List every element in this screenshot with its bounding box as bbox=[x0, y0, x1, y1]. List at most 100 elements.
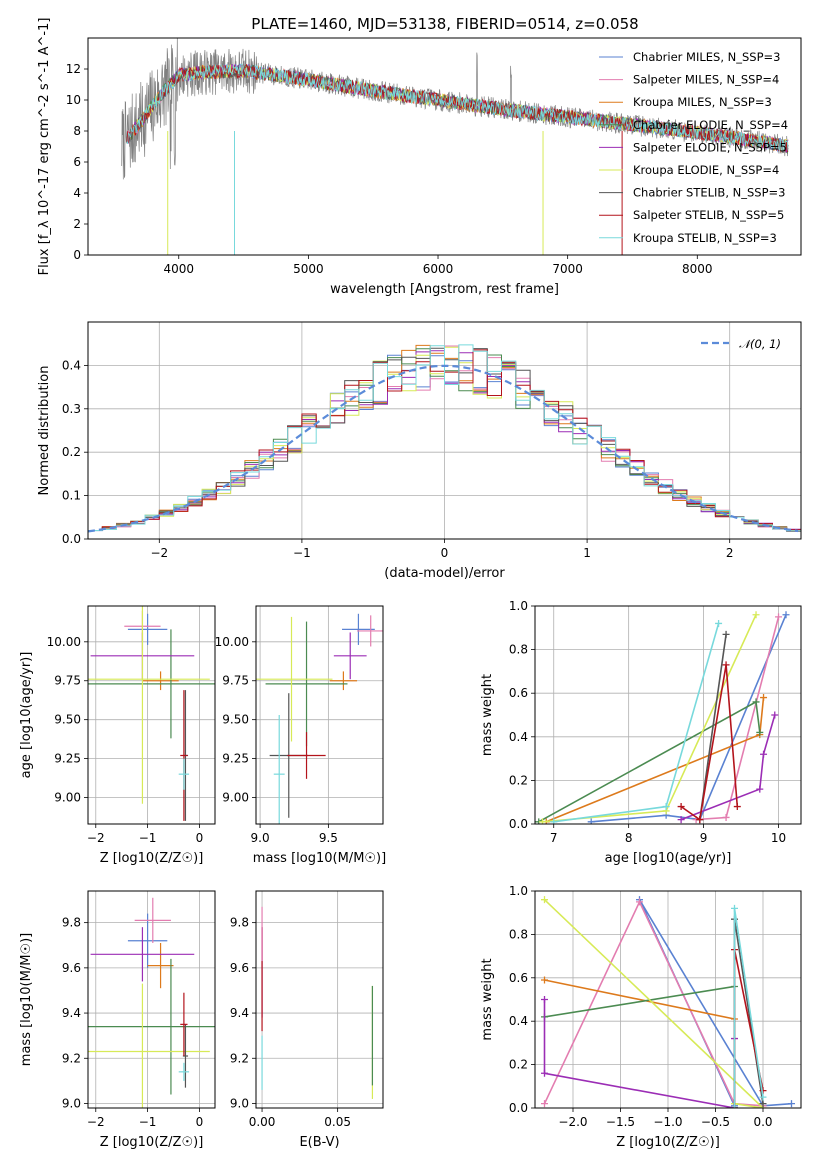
weight-marker bbox=[752, 611, 760, 619]
x-tick-label: −2 bbox=[87, 1115, 105, 1129]
weight-line bbox=[680, 664, 739, 821]
weight-marker bbox=[771, 711, 779, 719]
weight-line bbox=[699, 634, 727, 820]
errorbar-point-chab-elod bbox=[88, 958, 215, 1095]
weight-marker bbox=[775, 613, 783, 621]
weight-series-krou-stel bbox=[731, 904, 767, 1108]
x-tick-label: −1 bbox=[139, 1115, 157, 1129]
errorbar-point-krou-elod bbox=[88, 983, 210, 1108]
weight-marker bbox=[782, 611, 790, 619]
y-tick-label: 9.25 bbox=[54, 752, 81, 766]
x-axis-label: mass [log10(M/M☉)] bbox=[253, 851, 386, 866]
errorbar-point-salp-stel bbox=[180, 690, 188, 821]
age-vs-metallicity-panel: −2 −1 0 9.00 9.25 9.50 9.75 10.00 Z [log10(Z/Z☉)… bbox=[19, 605, 216, 866]
weight-marker bbox=[541, 1100, 548, 1108]
x-axis-label: age [log10(age/yr)] bbox=[605, 851, 732, 866]
y-tick-label: 9.4 bbox=[230, 1006, 249, 1020]
y-tick-label: 9.2 bbox=[230, 1051, 249, 1065]
x-tick-label: −1 bbox=[293, 546, 311, 560]
y-tick-label: 1.0 bbox=[509, 884, 528, 898]
weight-marker bbox=[731, 904, 738, 912]
errorbar-point-krou-miles bbox=[329, 671, 358, 691]
legend-label: Salpeter MILES, N_SSP=4 bbox=[633, 73, 779, 87]
x-tick-label: −0.5 bbox=[701, 1115, 730, 1129]
x-tick-label: 0 bbox=[196, 1115, 204, 1129]
x-axis-label: (data-model)/error bbox=[384, 566, 505, 581]
legend-label: Chabrier STELIB, N_SSP=3 bbox=[633, 186, 785, 200]
weight-marker bbox=[733, 803, 741, 811]
weight-marker bbox=[696, 816, 704, 824]
x-tick-label: 0.00 bbox=[249, 1115, 276, 1129]
weight-marker bbox=[677, 803, 685, 811]
x-tick-label: 0.05 bbox=[324, 1115, 351, 1129]
y-tick-label: 4 bbox=[73, 186, 81, 200]
x-tick-label: −1.0 bbox=[653, 1115, 682, 1129]
plot-area bbox=[121, 38, 789, 255]
x-axis-label: E(B-V) bbox=[299, 1135, 339, 1150]
weight-marker bbox=[538, 818, 546, 824]
y-tick-label: 9.8 bbox=[230, 916, 249, 930]
legend-label: Kroupa ELODIE, N_SSP=4 bbox=[633, 163, 779, 177]
weight-marker bbox=[550, 818, 558, 824]
weight-vs-metallicity-panel: −2.0 −1.5 −1.0 −0.5 0.0 0.0 0.2 0.4 0.6 0.8 1.0 Z [… bbox=[480, 884, 802, 1150]
y-tick-label: 9.4 bbox=[62, 1006, 81, 1020]
weight-marker bbox=[541, 996, 548, 1003]
x-tick-label: 6000 bbox=[423, 262, 454, 276]
legend-label: Kroupa STELIB, N_SSP=3 bbox=[633, 231, 777, 245]
x-tick-label: 9.0 bbox=[251, 831, 270, 845]
y-tick-label: 0.3 bbox=[62, 402, 81, 416]
x-tick-label: −1.5 bbox=[606, 1115, 635, 1129]
weight-marker bbox=[677, 816, 685, 824]
weight-marker bbox=[752, 698, 760, 706]
y-tick-label: 9.2 bbox=[62, 1051, 81, 1065]
weight-line bbox=[680, 714, 776, 821]
x-tick-label: 0 bbox=[441, 546, 449, 560]
weight-marker bbox=[756, 728, 764, 736]
model-spectrum-salp-stel bbox=[126, 64, 789, 153]
errorbar-point-krou-elod bbox=[256, 616, 333, 742]
weight-marker bbox=[541, 1069, 548, 1077]
axes-frame bbox=[534, 890, 802, 1109]
weight-series-chab-stel bbox=[696, 630, 730, 824]
y-axis-label: Flux [f_λ 10^-17 erg cm^-2 s^-1 A^-1] bbox=[37, 18, 52, 276]
weight-series-salp-elod bbox=[677, 711, 779, 824]
axes-frame bbox=[87, 37, 802, 256]
y-tick-label: 0.2 bbox=[509, 773, 528, 787]
weight-marker bbox=[722, 661, 730, 669]
x-axis-label: wavelength [Angstrom, rest frame] bbox=[330, 282, 559, 297]
x-axis-label: Z [log10(Z/Z☉)] bbox=[616, 1135, 720, 1150]
weight-marker bbox=[759, 1093, 767, 1101]
y-tick-label: 0.4 bbox=[509, 730, 528, 744]
errorbar-point-chab-miles bbox=[127, 913, 168, 968]
y-tick-label: 9.25 bbox=[222, 752, 249, 766]
y-tick-label: 10 bbox=[66, 93, 81, 107]
y-tick-label: 8 bbox=[73, 124, 81, 138]
y-tick-label: 10.00 bbox=[47, 635, 81, 649]
legend-label: Salpeter ELODIE, N_SSP=5 bbox=[633, 140, 787, 154]
weight-series-salp-stel bbox=[677, 661, 741, 824]
residual-histogram-panel: −2 −1 0 1 2 0.0 0.1 0.2 0.3 0.4 (data-model)/error… bbox=[37, 321, 802, 581]
weight-marker bbox=[788, 1100, 795, 1108]
errorbar-point-chab-elod bbox=[265, 621, 348, 747]
x-tick-label: −2.0 bbox=[558, 1115, 587, 1129]
weight-line bbox=[553, 623, 720, 823]
plot-area bbox=[535, 611, 790, 824]
y-tick-label: 9.6 bbox=[62, 961, 81, 975]
y-tick-label: 0.8 bbox=[509, 927, 528, 941]
normal-reference-curve bbox=[88, 364, 799, 533]
weight-line bbox=[543, 899, 765, 1108]
errorbar-point-chab-elod bbox=[88, 629, 215, 739]
errorbar-point-salp-elod bbox=[90, 927, 195, 982]
y-tick-label: 9.50 bbox=[54, 713, 81, 727]
spectrum-panel: 4000 5000 6000 7000 8000 0 2 4 6 8 10 12 wavelength … bbox=[37, 18, 802, 297]
y-tick-label: 0.8 bbox=[509, 643, 528, 657]
errorbar-point-krou-elod bbox=[88, 606, 210, 804]
y-axis-label: mass [log10(M/M☉)] bbox=[19, 933, 34, 1066]
plot-area bbox=[261, 906, 374, 1099]
y-tick-label: 9.8 bbox=[62, 916, 81, 930]
weight-marker bbox=[662, 803, 670, 811]
axes-frame bbox=[534, 605, 802, 825]
weight-marker bbox=[756, 785, 764, 793]
axes-frame bbox=[87, 321, 802, 540]
